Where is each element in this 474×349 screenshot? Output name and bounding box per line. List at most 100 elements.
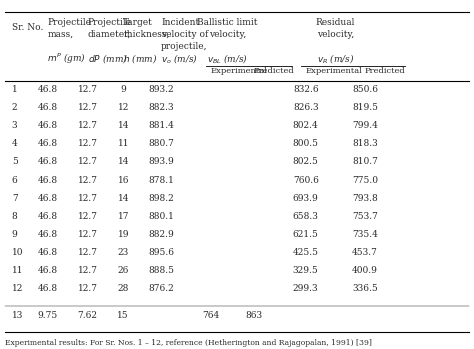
Text: 16: 16 [118, 176, 129, 185]
Text: 12.7: 12.7 [78, 230, 98, 239]
Text: 11: 11 [12, 266, 23, 275]
Text: 881.4: 881.4 [148, 121, 174, 130]
Text: 802.5: 802.5 [293, 157, 319, 166]
Text: 888.5: 888.5 [148, 266, 174, 275]
Text: 878.1: 878.1 [148, 176, 174, 185]
Text: 14: 14 [118, 121, 129, 130]
Text: 12.7: 12.7 [78, 194, 98, 203]
Text: velocity,: velocity, [209, 30, 246, 39]
Text: 46.8: 46.8 [37, 121, 57, 130]
Text: 793.8: 793.8 [352, 194, 378, 203]
Text: 9: 9 [120, 85, 126, 94]
Text: 800.5: 800.5 [293, 139, 319, 148]
Text: $v_o$ (m/s): $v_o$ (m/s) [161, 52, 198, 65]
Text: 46.8: 46.8 [37, 284, 57, 294]
Text: thickness,: thickness, [123, 30, 170, 39]
Text: Target: Target [123, 18, 153, 28]
Text: Predicted: Predicted [365, 67, 406, 75]
Text: projectile,: projectile, [161, 42, 208, 51]
Text: 12.7: 12.7 [78, 176, 98, 185]
Text: $v_{BL}$ (m/s): $v_{BL}$ (m/s) [207, 52, 248, 65]
Text: diameter,: diameter, [88, 30, 131, 39]
Text: 19: 19 [118, 230, 129, 239]
Text: 818.3: 818.3 [352, 139, 378, 148]
Text: 13: 13 [12, 311, 23, 320]
Text: 876.2: 876.2 [148, 284, 174, 294]
Text: 832.6: 832.6 [293, 85, 319, 94]
Text: 7: 7 [12, 194, 18, 203]
Text: 760.6: 760.6 [293, 176, 319, 185]
Text: 764: 764 [202, 311, 219, 320]
Text: $h$ (mm): $h$ (mm) [123, 52, 157, 65]
Text: 898.2: 898.2 [148, 194, 174, 203]
Text: 299.3: 299.3 [293, 284, 319, 294]
Text: 658.3: 658.3 [293, 212, 319, 221]
Text: 12.7: 12.7 [78, 157, 98, 166]
Text: 12.7: 12.7 [78, 212, 98, 221]
Text: 46.8: 46.8 [37, 176, 57, 185]
Text: Projectile: Projectile [88, 18, 132, 28]
Text: 1: 1 [12, 85, 18, 94]
Text: 46.8: 46.8 [37, 230, 57, 239]
Text: 46.8: 46.8 [37, 103, 57, 112]
Text: 893.9: 893.9 [148, 157, 174, 166]
Text: 12: 12 [118, 103, 129, 112]
Text: 336.5: 336.5 [352, 284, 378, 294]
Text: Ballistic limit: Ballistic limit [197, 18, 258, 28]
Text: 9: 9 [12, 230, 18, 239]
Text: 12.7: 12.7 [78, 248, 98, 257]
Text: 46.8: 46.8 [37, 194, 57, 203]
Text: 850.6: 850.6 [352, 85, 378, 94]
Text: 15: 15 [118, 311, 129, 320]
Text: 46.8: 46.8 [37, 266, 57, 275]
Text: 12.7: 12.7 [78, 284, 98, 294]
Text: 12.7: 12.7 [78, 121, 98, 130]
Text: velocity,: velocity, [317, 30, 354, 39]
Text: 863: 863 [245, 311, 262, 320]
Text: 621.5: 621.5 [293, 230, 319, 239]
Text: 23: 23 [118, 248, 129, 257]
Text: 7.62: 7.62 [78, 311, 98, 320]
Text: 10: 10 [12, 248, 23, 257]
Text: 8: 8 [12, 212, 18, 221]
Text: 46.8: 46.8 [37, 212, 57, 221]
Text: 893.2: 893.2 [148, 85, 174, 94]
Text: 14: 14 [118, 157, 129, 166]
Text: Experimental: Experimental [211, 67, 268, 75]
Text: Projectile: Projectile [47, 18, 91, 28]
Text: 46.8: 46.8 [37, 85, 57, 94]
Text: 12.7: 12.7 [78, 139, 98, 148]
Text: 880.1: 880.1 [148, 212, 174, 221]
Text: 12.7: 12.7 [78, 85, 98, 94]
Text: velocity of: velocity of [161, 30, 209, 39]
Text: 46.8: 46.8 [37, 248, 57, 257]
Text: 329.5: 329.5 [293, 266, 319, 275]
Text: 12.7: 12.7 [78, 103, 98, 112]
Text: 453.7: 453.7 [352, 248, 378, 257]
Text: 14: 14 [118, 194, 129, 203]
Text: 799.4: 799.4 [352, 121, 378, 130]
Text: 6: 6 [12, 176, 18, 185]
Text: 425.5: 425.5 [293, 248, 319, 257]
Text: $m^P$ (gm): $m^P$ (gm) [47, 52, 86, 66]
Text: Experimental results: For Sr. Nos. 1 – 12, reference (Hetherington and Rajagopal: Experimental results: For Sr. Nos. 1 – 1… [5, 339, 372, 347]
Text: 819.5: 819.5 [352, 103, 378, 112]
Text: 735.4: 735.4 [352, 230, 378, 239]
Text: Experimental: Experimental [306, 67, 363, 75]
Text: 3: 3 [12, 121, 18, 130]
Text: 895.6: 895.6 [148, 248, 174, 257]
Text: 775.0: 775.0 [352, 176, 378, 185]
Text: 880.7: 880.7 [148, 139, 174, 148]
Text: 4: 4 [12, 139, 18, 148]
Text: 882.9: 882.9 [148, 230, 174, 239]
Text: 46.8: 46.8 [37, 157, 57, 166]
Text: Residual: Residual [316, 18, 355, 28]
Text: 802.4: 802.4 [293, 121, 319, 130]
Text: 26: 26 [118, 266, 129, 275]
Text: 810.7: 810.7 [352, 157, 378, 166]
Text: 46.8: 46.8 [37, 139, 57, 148]
Text: 693.9: 693.9 [293, 194, 319, 203]
Text: $v_R$ (m/s): $v_R$ (m/s) [317, 52, 354, 65]
Text: $dP$ (mm): $dP$ (mm) [88, 52, 128, 65]
Text: Predicted: Predicted [254, 67, 294, 75]
